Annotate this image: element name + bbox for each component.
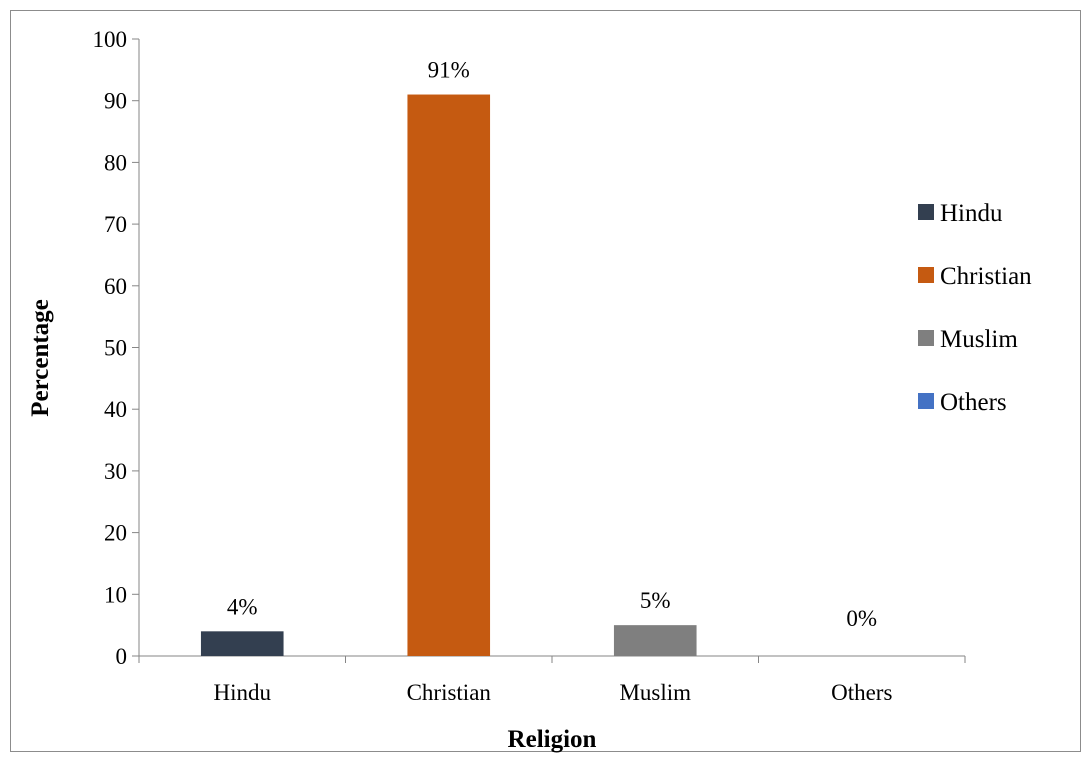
bar-christian (407, 94, 491, 656)
y-tick-label: 30 (104, 459, 127, 484)
legend-label: Others (940, 389, 1007, 416)
legend-swatch-hindu (918, 204, 934, 220)
y-axis: 0 10 20 30 40 50 60 70 80 90 100 (93, 27, 140, 669)
data-label: 91% (428, 58, 470, 83)
y-tick-label: 70 (104, 212, 127, 237)
y-tick-label: 90 (104, 89, 127, 114)
data-label: 4% (227, 594, 258, 619)
legend-label: Christian (940, 263, 1032, 290)
y-tick-label: 40 (104, 397, 127, 422)
bar-hindu (200, 631, 284, 656)
x-axis-title: Religion (508, 726, 597, 753)
y-tick-label: 20 (104, 521, 127, 546)
y-tick-label: 80 (104, 150, 127, 175)
x-tick-label: Hindu (214, 680, 272, 705)
x-axis: Hindu Christian Muslim Others (138, 655, 966, 705)
legend-swatch-christian (918, 267, 934, 283)
y-tick-label: 50 (104, 336, 127, 361)
x-tick-label: Muslim (619, 680, 691, 705)
x-tick-label: Others (831, 680, 892, 705)
y-tick-label: 10 (104, 582, 127, 607)
y-tick-label: 60 (104, 274, 127, 299)
x-tick-label: Christian (407, 680, 492, 705)
legend-swatch-muslim (918, 330, 934, 346)
bar-muslim (613, 625, 697, 656)
chart-frame (10, 10, 1081, 752)
legend-label: Muslim (940, 326, 1018, 353)
data-label: 0% (846, 606, 877, 631)
legend: Hindu Christian Muslim Others (918, 200, 1032, 416)
bars (200, 94, 697, 656)
legend-swatch-others (918, 393, 934, 409)
legend-label: Hindu (940, 200, 1003, 227)
data-labels: 4% 91% 5% 0% (227, 58, 877, 631)
y-axis-title: Percentage (27, 299, 54, 417)
y-tick-label: 0 (116, 644, 128, 669)
data-label: 5% (640, 588, 671, 613)
y-tick-label: 100 (93, 27, 128, 52)
